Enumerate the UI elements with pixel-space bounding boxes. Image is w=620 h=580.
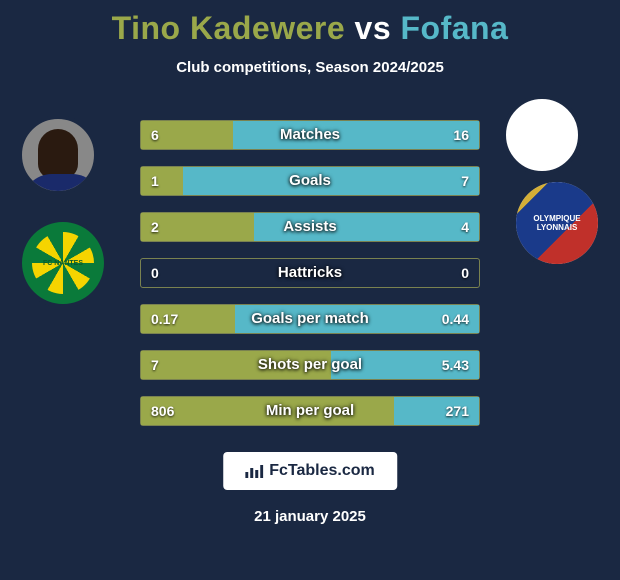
stat-label: Shots per goal bbox=[141, 351, 479, 379]
avatar-head bbox=[38, 129, 78, 179]
stat-label: Goals per match bbox=[141, 305, 479, 333]
avatar-shirt bbox=[22, 174, 98, 195]
stat-label: Min per goal bbox=[141, 397, 479, 425]
vs-text: vs bbox=[355, 10, 392, 46]
player1-avatar bbox=[18, 115, 98, 195]
stat-label: Hattricks bbox=[141, 259, 479, 287]
stats-container: 616Matches 17Goals 24Assists 00Hattricks 0.1… bbox=[140, 120, 480, 442]
club2-badge-inner: OLYMPIQUE LYONNAIS bbox=[516, 182, 598, 264]
date-text: 21 january 2025 bbox=[0, 508, 620, 525]
chart-icon bbox=[245, 464, 263, 478]
stat-row: 17Goals bbox=[140, 166, 480, 196]
comparison-title: Tino Kadewere vs Fofana bbox=[0, 0, 620, 47]
stat-label: Matches bbox=[141, 121, 479, 149]
player2-avatar bbox=[502, 95, 582, 175]
stat-row: 806271Min per goal bbox=[140, 396, 480, 426]
stat-label: Assists bbox=[141, 213, 479, 241]
brand-badge: FcTables.com bbox=[223, 452, 397, 490]
stat-row: 00Hattricks bbox=[140, 258, 480, 288]
club2-badge: OLYMPIQUE LYONNAIS bbox=[512, 178, 602, 268]
stat-row: 616Matches bbox=[140, 120, 480, 150]
player2-name: Fofana bbox=[401, 10, 509, 46]
player1-name: Tino Kadewere bbox=[112, 10, 346, 46]
subtitle: Club competitions, Season 2024/2025 bbox=[0, 59, 620, 76]
stat-row: 0.170.44Goals per match bbox=[140, 304, 480, 334]
brand-text: FcTables.com bbox=[269, 462, 375, 480]
club1-badge: FC NANTES bbox=[18, 218, 108, 308]
stat-row: 24Assists bbox=[140, 212, 480, 242]
stat-row: 75.43Shots per goal bbox=[140, 350, 480, 380]
club1-badge-inner: FC NANTES bbox=[32, 232, 94, 294]
stat-label: Goals bbox=[141, 167, 479, 195]
